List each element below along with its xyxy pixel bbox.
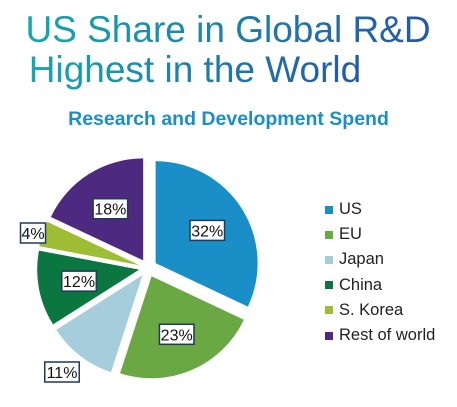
data-label-us: 32% — [189, 219, 226, 242]
data-label-china: 12% — [61, 270, 98, 292]
title-line-2: Highest in the World — [29, 49, 361, 90]
data-label-s-korea: 4% — [19, 222, 47, 244]
data-label-japan: 11% — [44, 361, 80, 383]
svg-text:32%: 32% — [191, 223, 223, 240]
pie-slice-s-korea — [39, 221, 140, 266]
svg-text:12%: 12% — [63, 274, 95, 291]
legend-swatch — [325, 281, 333, 290]
legend-swatch — [325, 230, 333, 239]
legend-item-eu: EU — [325, 222, 435, 247]
svg-text:23%: 23% — [161, 327, 193, 344]
legend-item-s-korea: S. Korea — [325, 298, 435, 323]
legend-label: Rest of world — [339, 326, 436, 345]
data-label-eu: 23% — [158, 323, 195, 346]
legend-swatch — [325, 306, 333, 315]
pie-slice-japan — [56, 275, 143, 373]
title-line-1: US Share in Global R&D — [25, 9, 430, 50]
legend-item-rest-of-world: Rest of world — [325, 323, 435, 348]
chart-legend: US EU Japan China S. Korea Rest of world — [325, 197, 435, 348]
legend-label: US — [339, 200, 362, 219]
legend-swatch — [325, 331, 333, 340]
svg-text:18%: 18% — [94, 202, 126, 219]
legend-label: S. Korea — [339, 300, 404, 319]
data-label-rest-of-world: 18% — [92, 197, 129, 220]
legend-label: China — [339, 275, 383, 294]
legend-item-us: US — [325, 197, 435, 222]
chart-title: US Share in Global R&D Highest in the Wo… — [25, 9, 430, 90]
legend-item-japan: Japan — [325, 247, 435, 272]
svg-text:11%: 11% — [47, 365, 78, 382]
legend-label: Japan — [339, 250, 384, 269]
legend-label: EU — [339, 225, 362, 244]
chart-subtitle: Research and Development Spend — [68, 108, 389, 130]
svg-text:4%: 4% — [21, 226, 44, 243]
legend-swatch — [325, 205, 333, 214]
legend-swatch — [325, 255, 333, 264]
legend-item-china: China — [325, 273, 435, 298]
